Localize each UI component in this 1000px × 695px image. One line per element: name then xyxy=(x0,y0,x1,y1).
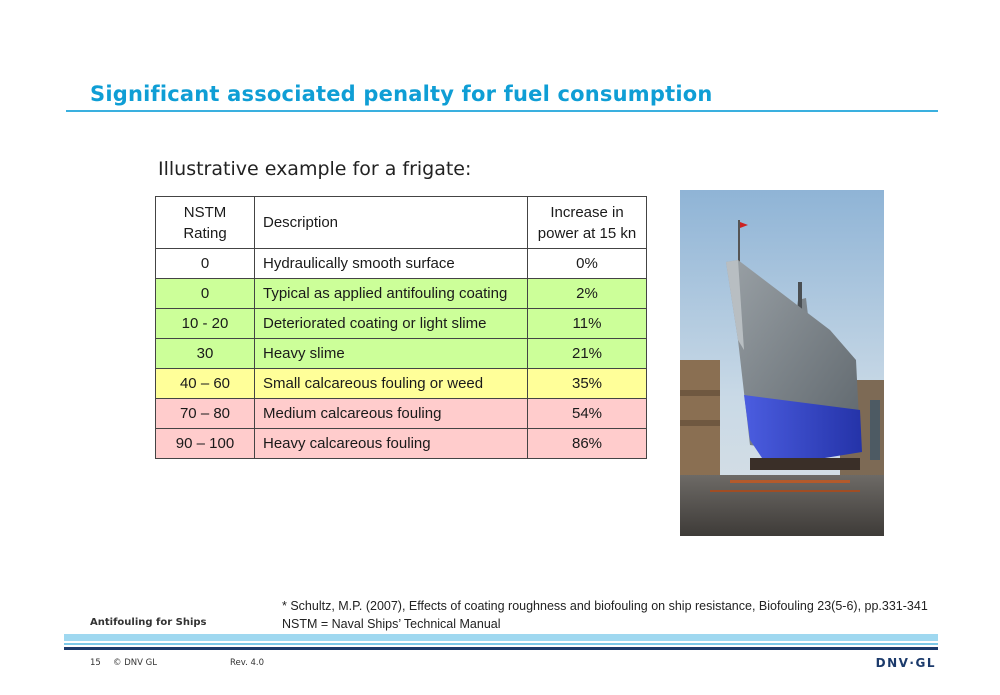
header-nstm-rating: NSTM Rating xyxy=(155,196,255,249)
table-row: 0 Hydraulically smooth surface 0% xyxy=(155,248,647,279)
slide-title: Significant associated penalty for fuel … xyxy=(90,82,713,106)
cell-increase: 2% xyxy=(527,278,647,309)
page-number: 15 xyxy=(90,658,101,668)
cell-increase: 86% xyxy=(527,428,647,459)
copyright: © DNV GL xyxy=(113,658,157,668)
cell-rating: 90 – 100 xyxy=(155,428,255,459)
footnote: * Schultz, M.P. (2007), Effects of coati… xyxy=(282,597,928,633)
reference-note: * Schultz, M.P. (2007), Effects of coati… xyxy=(282,599,928,613)
cell-description: Heavy slime xyxy=(254,338,528,369)
cell-description: Heavy calcareous fouling xyxy=(254,428,528,459)
cell-description: Hydraulically smooth surface xyxy=(254,248,528,279)
cell-rating: 30 xyxy=(155,338,255,369)
cell-increase: 54% xyxy=(527,398,647,429)
slide-subtitle: Illustrative example for a frigate: xyxy=(158,158,472,180)
title-underline xyxy=(66,110,938,112)
footer-band-dark xyxy=(64,647,938,650)
cell-rating: 0 xyxy=(155,278,255,309)
dnvgl-logo: DNV·GL xyxy=(875,656,936,670)
table-row: 90 – 100 Heavy calcareous fouling 86% xyxy=(155,428,647,459)
frigate-illustration xyxy=(680,190,884,536)
table-row: 10 - 20 Deteriorated coating or light sl… xyxy=(155,308,647,339)
footer-band-light xyxy=(64,634,938,641)
header-power-increase: Increase in power at 15 kn xyxy=(527,196,647,249)
cell-description: Medium calcareous fouling xyxy=(254,398,528,429)
cell-rating: 40 – 60 xyxy=(155,368,255,399)
cell-description: Small calcareous fouling or weed xyxy=(254,368,528,399)
cell-increase: 35% xyxy=(527,368,647,399)
header-description: Description xyxy=(254,196,528,249)
table-row: 0 Typical as applied antifouling coating… xyxy=(155,278,647,309)
table-header-row: NSTM Rating Description Increase in powe… xyxy=(155,196,647,249)
abbreviation-note: NSTM = Naval Ships’ Technical Manual xyxy=(282,617,501,631)
cell-rating: 10 - 20 xyxy=(155,308,255,339)
frigate-drydock-photo xyxy=(680,190,884,536)
table-row: 70 – 80 Medium calcareous fouling 54% xyxy=(155,398,647,429)
table-row: 30 Heavy slime 21% xyxy=(155,338,647,369)
table-row: 40 – 60 Small calcareous fouling or weed… xyxy=(155,368,647,399)
cell-increase: 11% xyxy=(527,308,647,339)
cell-description: Typical as applied antifouling coating xyxy=(254,278,528,309)
footer-band-mid xyxy=(64,643,938,645)
cell-increase: 0% xyxy=(527,248,647,279)
cell-increase: 21% xyxy=(527,338,647,369)
footer-presentation-title: Antifouling for Ships xyxy=(90,617,207,628)
fouling-power-table: NSTM Rating Description Increase in powe… xyxy=(155,196,647,459)
cell-description: Deteriorated coating or light slime xyxy=(254,308,528,339)
revision: Rev. 4.0 xyxy=(230,658,265,668)
cell-rating: 70 – 80 xyxy=(155,398,255,429)
cell-rating: 0 xyxy=(155,248,255,279)
